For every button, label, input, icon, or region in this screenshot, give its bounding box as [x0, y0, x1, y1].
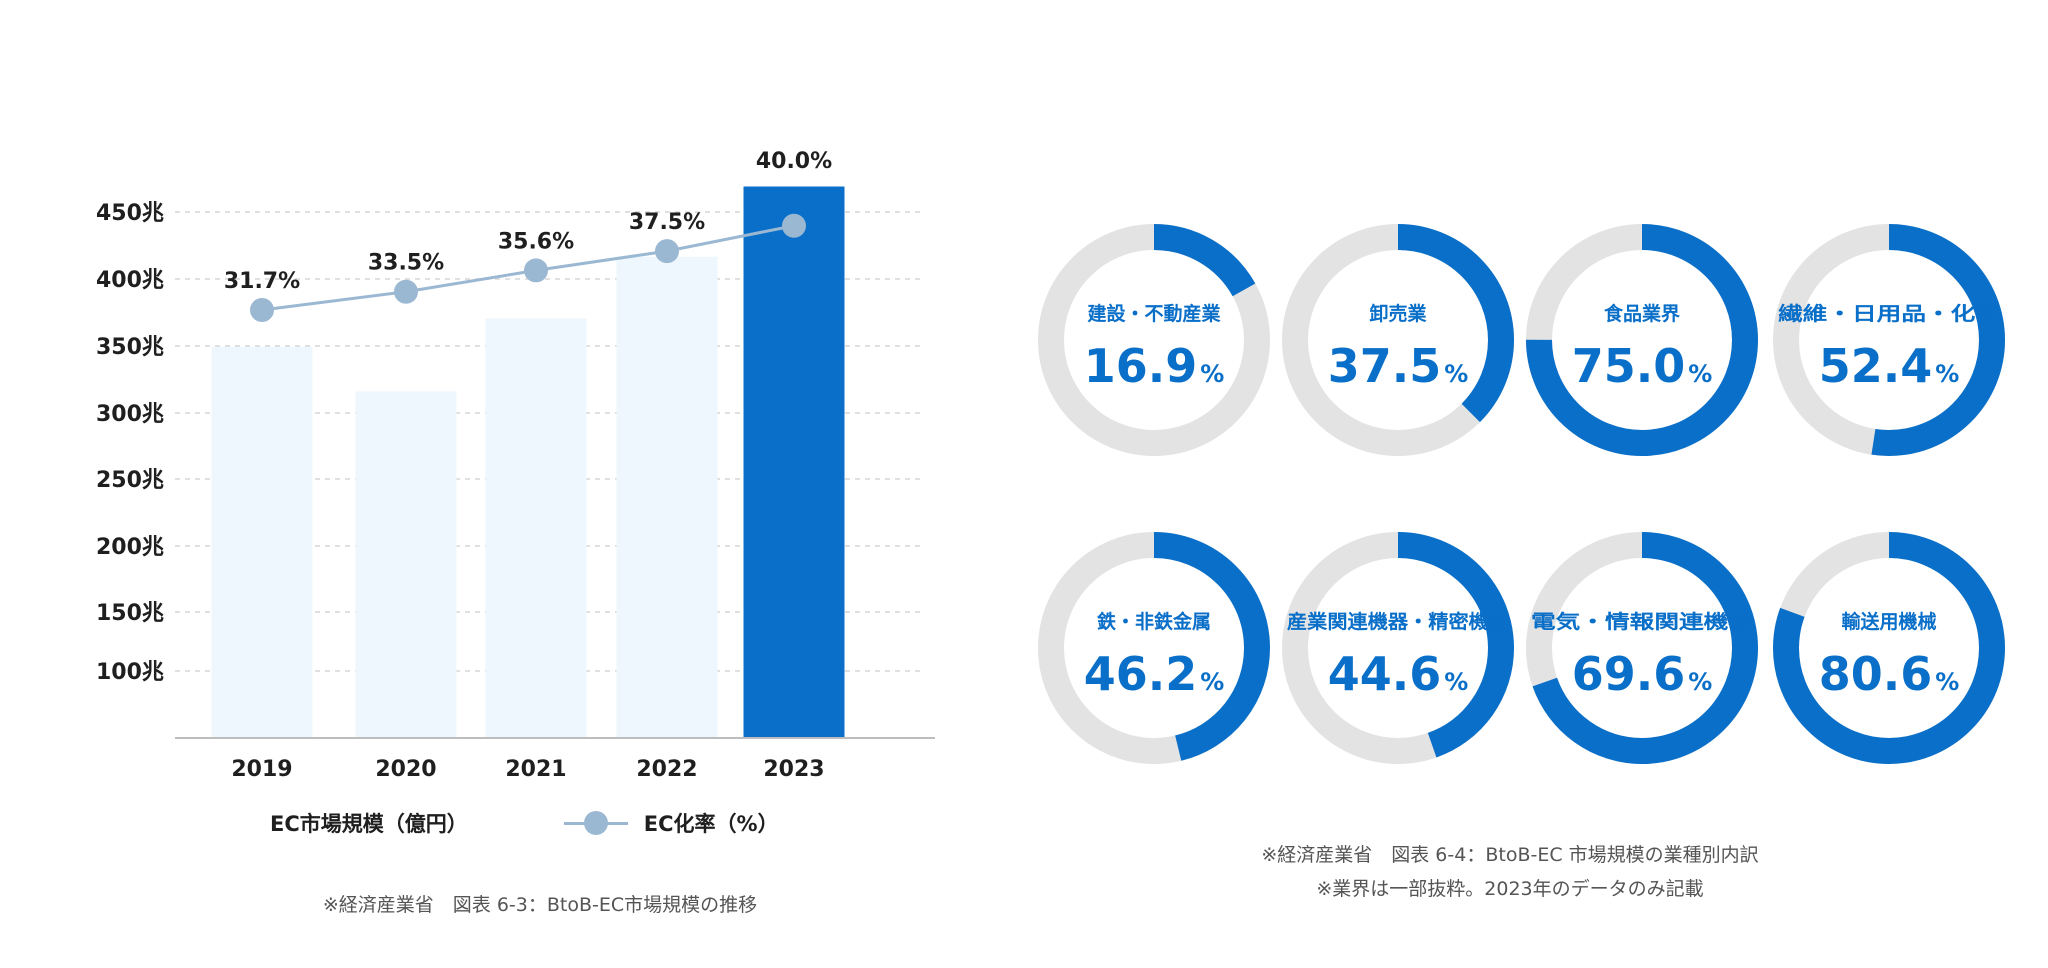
donut-value-label: 16.9% — [1084, 339, 1225, 393]
donut-label: 卸売業 — [1369, 302, 1427, 325]
donut-arc — [1038, 532, 1270, 764]
bar — [616, 256, 718, 738]
donut-label: 産業関連機器・精密機器 — [1287, 610, 1510, 633]
donut-value-label: 46.2% — [1084, 647, 1225, 701]
donut-arc — [1526, 224, 1758, 456]
donut-label: 電気・情報関連機器 — [1531, 610, 1754, 633]
bar-chart: 450兆 400兆 350兆 300兆 250兆 200兆 150兆 100兆 2019 202… — [96, 149, 935, 782]
donut-arc — [1773, 532, 2005, 764]
donut-chart: 繊維・日用品・化学 52.4% — [1773, 224, 2005, 456]
y-tick-label: 150兆 — [96, 601, 164, 626]
rate-line-series: 31.7% 33.5% 35.6% 37.5% 40.0% — [224, 149, 832, 322]
rate-point — [782, 213, 806, 238]
chart-legend: EC市場規模（億円） EC化率（%） — [270, 808, 779, 838]
x-tick-label: 2019 — [231, 757, 292, 782]
y-axis-ticks: 450兆 400兆 350兆 300兆 250兆 200兆 150兆 100兆 — [96, 201, 164, 685]
donut-arc — [1526, 532, 1758, 764]
bar — [211, 346, 313, 738]
donut-chart: 鉄・非鉄金属 46.2% — [1038, 532, 1270, 764]
y-tick-label: 200兆 — [96, 535, 164, 560]
bar-series — [211, 186, 845, 738]
donut-value-label: 37.5% — [1328, 339, 1469, 393]
y-tick-label: 100兆 — [96, 660, 164, 685]
y-tick-label: 400兆 — [96, 268, 164, 293]
x-tick-label: 2023 — [763, 757, 824, 782]
rate-data-label: 35.6% — [498, 229, 574, 254]
donut-value-label: 69.6% — [1572, 647, 1713, 701]
donut-chart: 建設・不動産業 16.9% — [1038, 224, 1270, 456]
bar — [355, 391, 457, 738]
donut-chart: 食品業界 75.0% — [1526, 224, 1758, 456]
donut-chart: 卸売業 37.5% — [1282, 224, 1514, 456]
legend-bar-label: EC市場規模（億円） — [270, 812, 468, 836]
y-tick-label: 450兆 — [96, 201, 164, 226]
bar — [743, 186, 845, 738]
donut-value-label: 44.6% — [1328, 647, 1469, 701]
rate-data-label: 33.5% — [368, 251, 444, 276]
rate-point — [250, 298, 274, 322]
donut-value-label: 75.0% — [1572, 339, 1713, 393]
rate-data-label: 37.5% — [629, 210, 705, 235]
x-axis-ticks: 2019 2020 2021 2022 2023 — [231, 757, 824, 782]
rate-data-label: 40.0% — [756, 149, 832, 174]
x-tick-label: 2020 — [375, 757, 436, 782]
donut-label: 食品業界 — [1604, 302, 1680, 325]
source-note-right: ※経済産業省 図表 6-4：BtoB-EC 市場規模の業種別内訳 ※業界は一部抜… — [1240, 838, 1780, 906]
donut-label: 輸送用機械 — [1841, 610, 1936, 633]
donut-chart: 輸送用機械 80.6% — [1773, 532, 2005, 764]
y-tick-label: 300兆 — [96, 402, 164, 427]
x-tick-label: 2021 — [505, 757, 566, 782]
rate-data-label: 31.7% — [224, 269, 300, 294]
donut-value-label: 80.6% — [1819, 647, 1960, 701]
source-note-right-line1: ※経済産業省 図表 6-4：BtoB-EC 市場規模の業種別内訳 — [1261, 844, 1759, 866]
donut-arc — [1773, 224, 2005, 456]
source-note-left: ※経済産業省 図表 6-3：BtoB-EC市場規模の推移 — [322, 894, 758, 916]
legend-item-bar: EC市場規模（億円） — [270, 808, 468, 838]
donut-chart-grid: 建設・不動産業 16.9 % 卸売業 37.5 % 食品業界 75.0 % 繊維・日用品・化学 52… — [1038, 224, 2005, 764]
legend-item-line: EC化率（%） — [468, 808, 779, 838]
rate-point — [655, 239, 679, 264]
source-note-right-line2: ※業界は一部抜粋。2023年のデータのみ記載 — [1316, 878, 1704, 900]
donut-label: 建設・不動産業 — [1087, 302, 1221, 325]
donut-label: 鉄・非鉄金属 — [1097, 610, 1211, 633]
y-tick-label: 350兆 — [96, 335, 164, 360]
donut-label: 繊維・日用品・化学 — [1778, 302, 2000, 325]
rate-point — [524, 258, 548, 283]
donut-chart: 産業関連機器・精密機器 44.6% — [1282, 532, 1514, 764]
legend-line-marker-icon — [563, 810, 628, 836]
bar — [485, 318, 587, 738]
rate-point — [394, 279, 418, 304]
y-tick-label: 250兆 — [96, 468, 164, 493]
donut-arc — [1038, 224, 1270, 456]
donut-value-label: 52.4% — [1819, 339, 1960, 393]
x-tick-label: 2022 — [636, 757, 697, 782]
donut-arc — [1282, 224, 1514, 456]
donut-arc — [1282, 532, 1514, 764]
donut-chart: 電気・情報関連機器 69.6% — [1526, 532, 1758, 764]
legend-line-label: EC化率（%） — [643, 812, 779, 836]
